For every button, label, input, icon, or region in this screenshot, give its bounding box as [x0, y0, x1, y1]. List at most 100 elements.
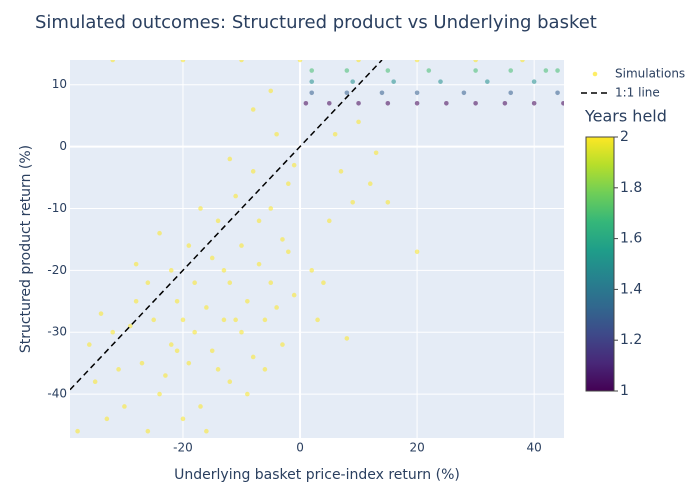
scatter-point — [286, 249, 291, 255]
scatter-point — [473, 60, 478, 63]
scatter-point — [321, 280, 326, 286]
scatter-point — [286, 181, 291, 187]
scatter-point — [391, 79, 396, 84]
scatter-point — [473, 68, 478, 73]
scatter-point — [485, 79, 490, 84]
scatter-point — [262, 317, 268, 323]
scatter-point — [356, 60, 361, 63]
scatter-point — [502, 101, 508, 106]
scatter-point — [87, 342, 92, 347]
scatter-point — [204, 305, 209, 310]
scatter-point — [531, 101, 537, 106]
x-tick-label: 20 — [409, 441, 424, 455]
scatter-point — [168, 342, 174, 347]
reference-line — [70, 60, 383, 391]
colorbar-title: Years held — [584, 107, 667, 126]
scatter-point — [245, 298, 250, 304]
scatter-point — [274, 305, 279, 310]
scatter-point — [426, 68, 432, 73]
scatter-point — [198, 404, 203, 409]
scatter-point — [332, 131, 338, 137]
scatter-point — [145, 428, 151, 434]
scatter-point — [75, 428, 80, 434]
y-tick-label: 10 — [52, 77, 67, 91]
colorbar — [585, 136, 615, 392]
scatter-point — [414, 101, 420, 106]
scatter-point — [145, 280, 151, 286]
x-axis-title: Underlying basket price-index return (%) — [174, 467, 460, 483]
scatter-point — [151, 317, 156, 323]
scatter-point — [110, 60, 116, 63]
colorbar-tick-label: 2 — [620, 129, 629, 145]
scatter-point — [344, 90, 350, 96]
scatter-point — [291, 292, 297, 298]
scatter-point — [315, 317, 320, 323]
x-tick-label: 40 — [527, 441, 542, 455]
scatter-point — [262, 367, 268, 372]
scatter-point — [268, 280, 274, 286]
scatter-point — [227, 379, 233, 385]
scatter-point — [157, 391, 162, 397]
scatter-point — [122, 404, 127, 409]
scatter-point — [461, 90, 467, 96]
plot-background — [70, 60, 564, 438]
scatter-point — [309, 90, 315, 96]
scatter-point — [326, 101, 332, 106]
colorbar-tick-label: 1 — [620, 383, 629, 399]
colorbar-tick-label: 1.4 — [620, 281, 642, 297]
scatter-point — [561, 101, 564, 106]
scatter-point — [174, 348, 180, 354]
scatter-point — [555, 68, 560, 73]
scatter-point — [280, 237, 285, 242]
scatter-point — [291, 162, 297, 168]
colorbar-tick-label: 1.6 — [620, 231, 642, 247]
scatter-point — [256, 218, 262, 224]
scatter-point — [543, 68, 549, 73]
legend-label: Simulations — [615, 67, 685, 81]
scatter-point — [227, 156, 233, 162]
scatter-point — [356, 101, 361, 106]
chart-title: Simulated outcomes: Structured product v… — [35, 12, 597, 33]
scatter-point — [274, 131, 279, 137]
legend-marker — [592, 71, 598, 77]
scatter-point — [133, 261, 139, 267]
scatter-point — [116, 367, 121, 372]
scatter-point — [92, 379, 98, 385]
scatter-point — [215, 367, 221, 372]
scatter-point — [233, 317, 238, 323]
scatter-point — [256, 261, 262, 267]
scatter-point — [438, 79, 443, 84]
scatter-point — [168, 268, 174, 273]
scatter-point — [180, 317, 186, 323]
colorbar-tick-label: 1.2 — [620, 332, 642, 348]
scatter-point — [239, 60, 244, 63]
scatter-point — [444, 101, 449, 106]
scatter-point — [233, 193, 238, 199]
scatter-point — [350, 199, 356, 205]
y-tick-label: -10 — [47, 201, 67, 215]
scatter-point — [186, 360, 192, 366]
scatter-point — [309, 68, 315, 73]
scatter-point — [297, 60, 303, 63]
scatter-point — [192, 280, 197, 286]
scatter-point — [356, 119, 361, 125]
scatter-point — [227, 280, 233, 286]
scatter-point — [268, 206, 274, 211]
scatter-point — [385, 101, 391, 106]
scatter-point — [133, 298, 139, 304]
scatter-point — [508, 90, 514, 96]
scatter-point — [350, 79, 356, 84]
scatter-point — [209, 255, 215, 261]
scatter-point — [157, 230, 162, 236]
scatter-point — [326, 218, 332, 224]
scatter-point — [344, 336, 350, 341]
x-tick-label: 0 — [296, 441, 304, 455]
y-axis-title: Structured product return (%) — [18, 145, 34, 353]
scatter-point — [250, 107, 256, 112]
scatter-point — [414, 90, 420, 96]
y-tick-label: -20 — [47, 263, 67, 277]
legend-label: 1:1 line — [615, 86, 660, 100]
scatter-point — [221, 268, 227, 273]
plot-area — [70, 60, 564, 434]
scatter-point — [268, 88, 274, 94]
